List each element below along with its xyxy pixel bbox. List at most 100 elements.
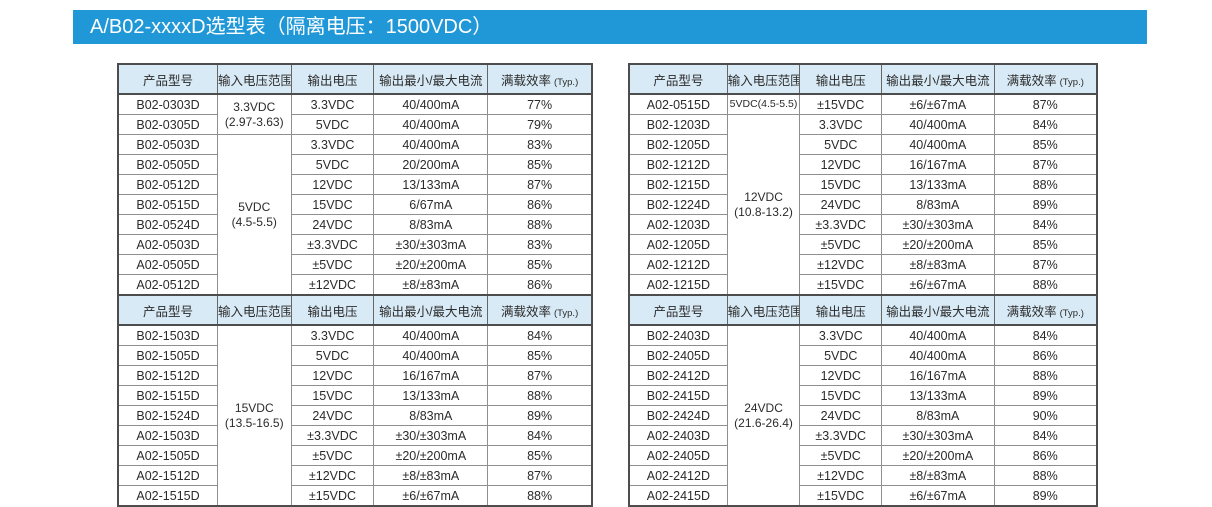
selection-table: 产品型号 输入电压范围 输出电压 输出最小/最大电流 满载效率 (Typ.) B02-150…	[117, 294, 593, 507]
model-cell: B02-1524D	[117, 405, 219, 426]
efficiency-typ-suffix: (Typ.)	[1059, 76, 1084, 88]
input-range-cell: 5VDC(4.5-5.5)	[726, 93, 801, 115]
output-voltage-cell: 3.3VDC	[290, 134, 375, 155]
column-header-output-current: 输出最小/最大电流	[373, 63, 489, 95]
model-cell: A02-2405D	[628, 445, 728, 466]
efficiency-cell: 89%	[993, 385, 1098, 406]
output-voltage-cell: ±3.3VDC	[799, 425, 883, 446]
column-header-input-range: 输入电压范围	[726, 294, 801, 326]
input-range-cell: 3.3VDC (2.97-3.63)	[217, 93, 292, 135]
table-row: B02-1515D 15VDC 13/133mA 88%	[117, 385, 593, 406]
output-current-cell: ±20/±200mA	[373, 254, 489, 275]
output-voltage-cell: 5VDC	[290, 345, 375, 366]
output-current-cell: ±8/±83mA	[881, 465, 995, 486]
input-range-cell: 5VDC(4.5-5.5)	[217, 134, 292, 296]
output-current-cell: 20/200mA	[373, 154, 489, 175]
selection-table: 产品型号 输入电压范围 输出电压 输出最小/最大电流 满载效率 (Typ.) B02-240…	[628, 294, 1098, 507]
output-voltage-cell: 24VDC	[799, 194, 883, 215]
table-row: B02-0515D 15VDC 6/67mA 86%	[117, 194, 593, 215]
model-cell: A02-0515D	[628, 93, 728, 115]
efficiency-cell: 90%	[993, 405, 1098, 426]
output-voltage-cell: ±12VDC	[799, 465, 883, 486]
efficiency-cell: 79%	[487, 114, 593, 135]
table-row: B02-1512D 12VDC 16/167mA 87%	[117, 365, 593, 386]
table-row: B02-1212D 12VDC 16/167mA 87%	[628, 154, 1098, 175]
column-header-efficiency: 满载效率 (Typ.)	[993, 63, 1098, 95]
model-cell: B02-1205D	[628, 134, 728, 155]
model-cell: B02-1212D	[628, 154, 728, 175]
model-cell: A02-2412D	[628, 465, 728, 486]
efficiency-cell: 85%	[487, 254, 593, 275]
efficiency-typ-suffix: (Typ.)	[1059, 307, 1084, 319]
table-row: B02-2415D 15VDC 13/133mA 89%	[628, 385, 1098, 406]
input-range-line: (10.8-13.2)	[734, 204, 793, 219]
efficiency-cell: 84%	[993, 214, 1098, 235]
table-row: A02-2405D ±5VDC ±20/±200mA 86%	[628, 445, 1098, 466]
efficiency-cell: 85%	[487, 154, 593, 175]
column-header-output-voltage: 输出电压	[290, 63, 375, 95]
column-header-model: 产品型号	[117, 63, 219, 95]
efficiency-cell: 85%	[993, 234, 1098, 255]
model-cell: A02-1515D	[117, 485, 219, 507]
model-cell: A02-1215D	[628, 274, 728, 296]
output-current-cell: 8/83mA	[881, 405, 995, 426]
table-row: B02-2424D 24VDC 8/83mA 90%	[628, 405, 1098, 426]
selection-table-bottom-right: 产品型号 输入电压范围 输出电压 输出最小/最大电流 满载效率 (Typ.) B02-240…	[628, 294, 1098, 507]
output-current-cell: 16/167mA	[881, 365, 995, 386]
output-voltage-cell: 24VDC	[290, 405, 375, 426]
table-row: B02-2403D 24VDC (21.6-26.4) 3.3VDC 40/400mA 8…	[628, 324, 1098, 507]
column-header-input-range: 输入电压范围	[217, 63, 292, 95]
output-voltage-cell: 15VDC	[290, 385, 375, 406]
output-current-cell: ±30/±303mA	[373, 425, 489, 446]
output-current-cell: 13/133mA	[373, 385, 489, 406]
output-current-cell: ±8/±83mA	[373, 274, 489, 296]
selection-table-bottom-left: 产品型号 输入电压范围 输出电压 输出最小/最大电流 满载效率 (Typ.) B02-150…	[117, 294, 593, 507]
output-current-cell: 16/167mA	[373, 365, 489, 386]
model-cell: A02-0505D	[117, 254, 219, 275]
efficiency-cell: 88%	[993, 274, 1098, 296]
column-header-output-voltage: 输出电压	[290, 294, 375, 326]
output-current-cell: 8/83mA	[881, 194, 995, 215]
output-voltage-cell: ±3.3VDC	[290, 425, 375, 446]
efficiency-cell: 77%	[487, 93, 593, 115]
model-cell: A02-1512D	[117, 465, 219, 486]
efficiency-cell: 85%	[487, 345, 593, 366]
output-voltage-cell: 24VDC	[799, 405, 883, 426]
input-range-line: (4.5-5.5)	[231, 214, 277, 229]
model-cell: B02-0303D	[117, 93, 219, 115]
output-current-cell: 40/400mA	[881, 324, 995, 346]
table-row: A02-1203D ±3.3VDC ±30/±303mA 84%	[628, 214, 1098, 235]
table-row: A02-1205D ±5VDC ±20/±200mA 85%	[628, 234, 1098, 255]
output-current-cell: ±8/±83mA	[373, 465, 489, 486]
selection-table: 产品型号 输入电压范围 输出电压 输出最小/最大电流 满载效率 (Typ.) A02-051…	[628, 63, 1098, 296]
column-header-output-voltage: 输出电压	[799, 63, 883, 95]
efficiency-cell: 87%	[487, 174, 593, 195]
model-cell: A02-0503D	[117, 234, 219, 255]
output-voltage-cell: ±5VDC	[290, 254, 375, 275]
model-cell: B02-2415D	[628, 385, 728, 406]
table-row: B02-2412D 12VDC 16/167mA 88%	[628, 365, 1098, 386]
input-range-line: (21.6-26.4)	[734, 415, 793, 430]
output-current-cell: 40/400mA	[373, 345, 489, 366]
table-row: B02-1505D 5VDC 40/400mA 85%	[117, 345, 593, 366]
table-row: A02-1505D ±5VDC ±20/±200mA 85%	[117, 445, 593, 466]
output-current-cell: ±6/±67mA	[881, 93, 995, 115]
output-current-cell: 8/83mA	[373, 405, 489, 426]
table-row: B02-0303D 3.3VDC (2.97-3.63) 3.3VDC 40/400mA…	[117, 93, 593, 135]
output-voltage-cell: 5VDC	[799, 345, 883, 366]
output-current-cell: ±20/±200mA	[373, 445, 489, 466]
efficiency-cell: 88%	[487, 385, 593, 406]
column-header-efficiency: 满载效率 (Typ.)	[993, 294, 1098, 326]
input-range-line: 12VDC	[744, 190, 783, 205]
output-current-cell: 40/400mA	[373, 114, 489, 135]
output-voltage-cell: 3.3VDC	[799, 324, 883, 346]
output-voltage-cell: ±12VDC	[799, 254, 883, 275]
model-cell: A02-1505D	[117, 445, 219, 466]
efficiency-cell: 84%	[487, 324, 593, 346]
model-cell: A02-0512D	[117, 274, 219, 296]
table-row: A02-1515D ±15VDC ±6/±67mA 88%	[117, 485, 593, 507]
model-cell: A02-2403D	[628, 425, 728, 446]
efficiency-cell: 87%	[993, 93, 1098, 115]
model-cell: B02-0515D	[117, 194, 219, 215]
table-row: A02-2412D ±12VDC ±8/±83mA 88%	[628, 465, 1098, 486]
